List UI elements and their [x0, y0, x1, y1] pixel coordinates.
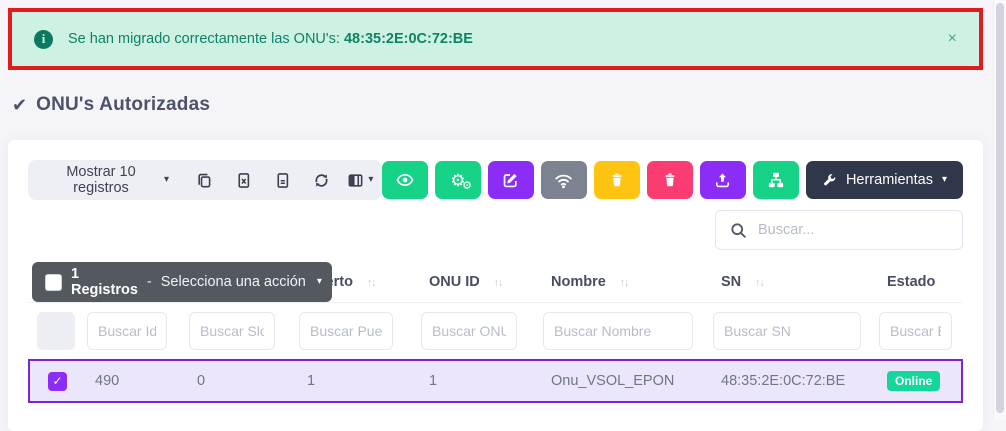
- columns-visibility-button[interactable]: ▾: [341, 160, 380, 200]
- table-card: Mostrar 10 registros ▾: [8, 140, 983, 431]
- eye-icon: [396, 173, 414, 187]
- filter-onu-id-input[interactable]: [421, 312, 517, 350]
- row-checkbox[interactable]: ✓: [48, 371, 67, 391]
- sort-icon: ↑↓: [755, 277, 764, 289]
- cell-sn: 48:35:2E:0C:72:BE: [713, 359, 879, 403]
- chevron-down-icon: ▾: [368, 174, 374, 185]
- cell-onu-id: 1: [421, 359, 543, 403]
- cell-estado: Online: [879, 359, 963, 403]
- cell-slot: 0: [189, 359, 299, 403]
- show-entries-dropdown[interactable]: Mostrar 10 registros ▾: [30, 160, 185, 200]
- excel-export-icon: [238, 172, 250, 188]
- filter-select-box: [37, 312, 75, 350]
- search-box[interactable]: [715, 210, 963, 250]
- copy-button[interactable]: [185, 160, 224, 200]
- selection-action-bar[interactable]: 1 Registros - Selecciona una acción ▾: [32, 262, 332, 302]
- status-badge: Online: [887, 371, 941, 391]
- page-title: ONU's Autorizadas: [36, 94, 211, 115]
- refresh-button[interactable]: [302, 160, 341, 200]
- copy-icon: [198, 173, 211, 187]
- header-nombre-label: Nombre: [551, 274, 606, 290]
- columns-visibility-icon: [348, 173, 363, 187]
- excel-export-button[interactable]: [224, 160, 263, 200]
- cell-puerto: 1: [299, 359, 421, 403]
- view-button[interactable]: [381, 161, 428, 199]
- alert-message: Se han migrado correctamente las ONU's: …: [68, 31, 473, 47]
- upload-button[interactable]: [699, 161, 746, 199]
- sort-icon: ↑↓: [619, 277, 629, 289]
- header-onu-id-label: ONU ID: [429, 274, 480, 290]
- header-sn-label: SN: [721, 274, 742, 290]
- close-icon[interactable]: ×: [947, 30, 957, 47]
- gear-small-icon: ⚙: [462, 180, 472, 192]
- wifi-button[interactable]: [540, 161, 587, 199]
- settings-button[interactable]: ⚙ ⚙: [434, 161, 481, 199]
- file-export-icon: [277, 172, 289, 188]
- search-row: [28, 210, 963, 250]
- table-filter-row: [29, 303, 962, 361]
- check-icon: ✔: [12, 95, 28, 115]
- network-button[interactable]: [752, 161, 799, 199]
- delete-permanent-button[interactable]: [646, 161, 693, 199]
- filter-slot-input[interactable]: [189, 312, 275, 350]
- header-estado-label: Estado: [887, 274, 936, 290]
- sort-icon: ↑↓: [493, 277, 503, 289]
- alert-mac-address: 48:35:2E:0C:72:BE: [343, 31, 473, 47]
- chevron-down-icon: ▾: [163, 174, 169, 185]
- wrench-icon: [824, 173, 836, 185]
- file-export-button[interactable]: [263, 160, 302, 200]
- header-onu-id[interactable]: ONU ID ↑↓: [421, 262, 543, 303]
- check-icon: ✓: [52, 374, 63, 388]
- select-all-checkbox[interactable]: [45, 273, 62, 291]
- toolbar-left-group: Mostrar 10 registros ▾: [28, 160, 382, 200]
- chevron-down-icon: ▾: [316, 276, 322, 287]
- annotation-highlight-box: i Se han migrado correctamente las ONU's…: [8, 8, 983, 70]
- tools-dropdown-button[interactable]: Herramientas ▾: [805, 161, 963, 199]
- show-entries-label: Mostrar 10 registros: [66, 164, 136, 196]
- upload-icon: [716, 172, 730, 187]
- filter-sn-input[interactable]: [713, 312, 861, 350]
- table-wrap: ID↑↓ Slot↑↓ Puerto↑↓ ONU ID↑↓ Nombre↑↓ S…: [28, 262, 963, 403]
- sitemap-icon: [768, 172, 784, 188]
- edit-button[interactable]: [487, 161, 534, 199]
- selection-action-label: Selecciona una acción: [160, 274, 306, 290]
- filter-id-input[interactable]: [87, 312, 167, 350]
- search-input[interactable]: [758, 222, 948, 238]
- cell-id: 490: [87, 359, 189, 403]
- scrollbar-thumb[interactable]: [996, 3, 1004, 413]
- gears-icon: ⚙: [450, 170, 466, 190]
- chevron-down-icon: ▾: [941, 174, 947, 185]
- success-alert: i Se han migrado correctamente las ONU's…: [12, 12, 979, 66]
- cell-nombre: Onu_VSOL_EPON: [543, 359, 713, 403]
- header-estado[interactable]: Estado: [879, 262, 962, 303]
- filter-puerto-input[interactable]: [299, 312, 393, 350]
- tools-label: Herramientas: [845, 172, 933, 188]
- trash-icon: [612, 173, 622, 187]
- selection-separator: -: [146, 274, 152, 290]
- alert-message-text: Se han migrado correctamente las ONU's:: [68, 31, 340, 47]
- toolbar: Mostrar 10 registros ▾: [28, 160, 963, 200]
- header-nombre[interactable]: Nombre ↑↓: [543, 262, 713, 303]
- info-icon: i: [34, 29, 53, 49]
- page-title-row: ✔ ONU's Autorizadas: [12, 94, 991, 116]
- selection-count: 1 Registros: [71, 266, 138, 298]
- refresh-icon: [315, 173, 328, 187]
- vertical-scrollbar[interactable]: [993, 0, 1006, 420]
- sort-icon: ↑↓: [366, 277, 376, 289]
- trash-icon: [665, 173, 675, 187]
- edit-icon: [504, 173, 518, 187]
- search-icon: [731, 222, 746, 238]
- table-row[interactable]: ✓ 490 0 1 1 Onu_VSOL_EPON 48:35:2E:0C:72…: [28, 359, 963, 403]
- delete-button[interactable]: [593, 161, 640, 199]
- wifi-icon: [555, 174, 573, 188]
- filter-estado-input[interactable]: [879, 312, 952, 350]
- header-sn[interactable]: SN ↑↓: [713, 262, 879, 303]
- filter-nombre-input[interactable]: [543, 312, 693, 350]
- toolbar-actions-group: ⚙ ⚙: [381, 161, 963, 199]
